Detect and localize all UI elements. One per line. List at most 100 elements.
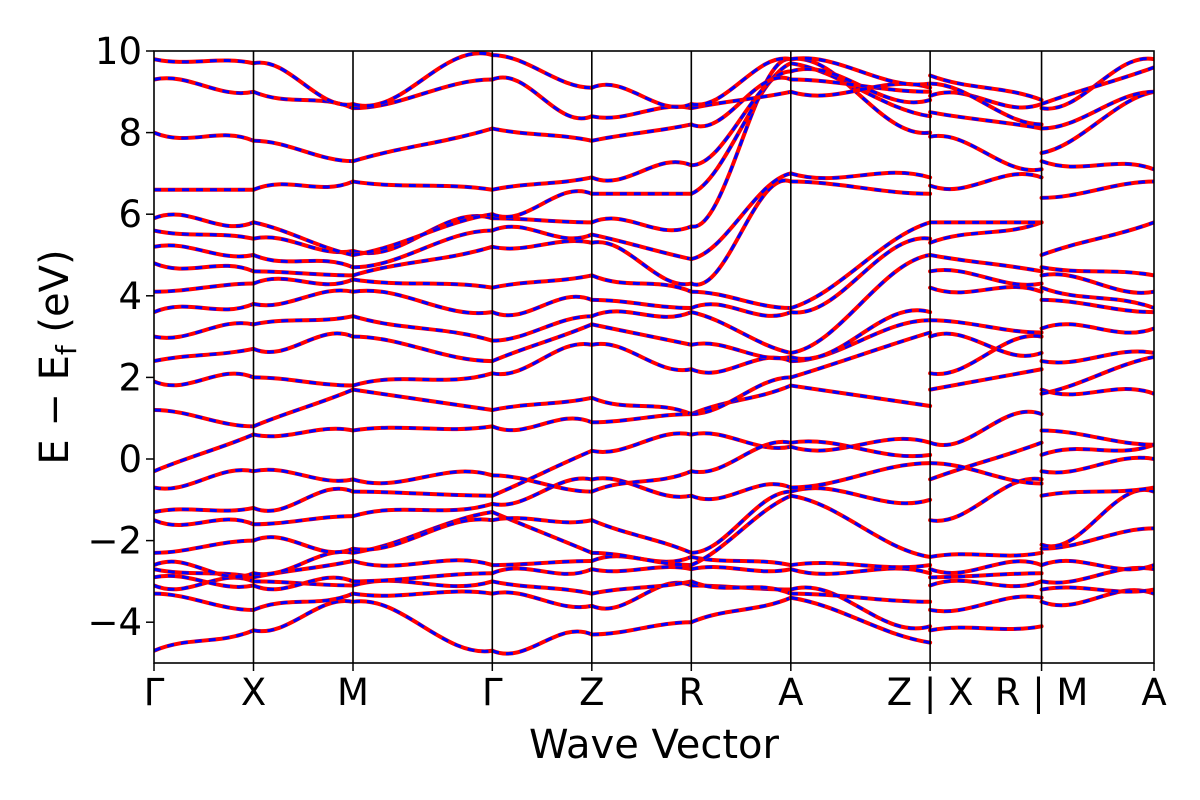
band-model-line [490, 341, 594, 377]
band-dft-line [691, 342, 792, 360]
band-dft-line [154, 302, 255, 314]
band-dft-line [690, 482, 792, 501]
band-dft-line [352, 590, 493, 598]
band-dft-line [154, 574, 254, 589]
x-tick-label: R | M [995, 671, 1089, 714]
band-dft-line [1041, 456, 1154, 474]
band-dft-line [353, 490, 493, 498]
band-model-line [788, 220, 933, 311]
band-dft-line [929, 285, 1043, 294]
band-model-line [490, 75, 594, 121]
band-dft-line [352, 558, 493, 568]
band-dft-line [252, 253, 354, 269]
band-dft-line [591, 565, 692, 573]
band-model-line [251, 253, 356, 270]
band-dft-line [491, 567, 593, 576]
band-dft-line [790, 220, 931, 310]
band-dft-line [252, 592, 354, 612]
band-dft-line [154, 243, 254, 258]
band-dft-line [491, 579, 593, 596]
band-model-line [490, 314, 594, 343]
band-dft-line [492, 559, 592, 567]
band-dft-line [1041, 585, 1154, 594]
x-tick-label: Γ [482, 671, 503, 714]
y-tick-label: 10 [95, 30, 142, 73]
band-dft-line [790, 82, 931, 98]
band-model-line [251, 89, 356, 111]
band-model-line [589, 431, 694, 454]
band-dft-line [591, 469, 692, 494]
band-model-line [154, 212, 256, 229]
band-dft-line [1041, 272, 1154, 295]
band-dft-line [790, 384, 931, 408]
band-dft-line [352, 212, 493, 257]
band-model-line [490, 322, 594, 364]
band-dft-line [691, 69, 792, 167]
y-tick-label: 4 [118, 275, 142, 318]
band-dft-line [1041, 57, 1154, 111]
band-dft-line [253, 559, 354, 579]
band-dft-line [253, 289, 354, 307]
band-dft-line [690, 76, 792, 128]
band-model-line [490, 53, 594, 90]
band-dft-line [591, 396, 692, 416]
band-dft-line [691, 555, 792, 567]
band-dft-line [591, 412, 692, 424]
band-dft-line [491, 239, 593, 251]
band-dft-line [1041, 90, 1154, 131]
band-dft-line [352, 127, 493, 163]
band-dft-line [1041, 265, 1154, 277]
band-dft-line [929, 253, 1042, 273]
band-dft-line [253, 468, 354, 483]
band-dft-line [154, 560, 255, 579]
band-dft-line [1041, 387, 1154, 396]
band-model-line [689, 383, 793, 417]
band-dft-line [253, 314, 354, 326]
band-dft-line [929, 220, 1043, 245]
band-model-line [490, 189, 594, 219]
y-axis-title: E − Ef (eV) [32, 249, 83, 464]
y-axis-ticks: −4 −2 0 2 4 6 8 10 [87, 30, 154, 644]
band-dft-line [253, 61, 354, 107]
band-dft-line [591, 309, 692, 319]
band-model-line [589, 476, 694, 499]
band-dft-line [1041, 159, 1154, 171]
band-dft-line [491, 416, 593, 432]
band-model-line [154, 628, 256, 653]
band-model-line [589, 395, 694, 417]
band-dft-line [929, 624, 1042, 632]
band-dft-line [491, 396, 593, 412]
band-dft-line [1041, 220, 1154, 257]
x-tick-label: A [1141, 671, 1166, 714]
band-model-line [589, 216, 694, 233]
band-model-line [589, 232, 694, 262]
x-tick-label: Z [579, 671, 604, 714]
band-dft-line [790, 486, 931, 505]
band-dft-line [591, 554, 692, 564]
band-dft-line [352, 371, 493, 387]
band-model-line [689, 579, 793, 596]
band-dft-line [353, 335, 493, 363]
band-dft-line [491, 176, 593, 192]
band-dft-line [154, 628, 255, 653]
band-model-line [251, 535, 356, 555]
band-dft-line [929, 579, 1043, 588]
band-dft-line [930, 571, 1042, 579]
band-dft-line [591, 298, 692, 310]
band-dft-line [790, 586, 931, 630]
band-dft-line [492, 216, 592, 224]
band-dft-line [690, 61, 792, 196]
band-dft-line [154, 229, 254, 241]
x-tick-label: X [241, 671, 266, 714]
x-tick-label: A [778, 671, 803, 714]
band-model-line [589, 341, 694, 373]
band-dft-line [252, 535, 354, 554]
band-dft-line [353, 229, 493, 269]
x-tick-label: Γ [144, 671, 165, 714]
band-dft-line [929, 110, 1042, 130]
band-dft-line [929, 551, 1042, 559]
band-model-line [154, 371, 256, 388]
band-dft-line [1041, 526, 1154, 551]
band-dft-line [790, 331, 931, 379]
band-dft-line [930, 318, 1042, 335]
